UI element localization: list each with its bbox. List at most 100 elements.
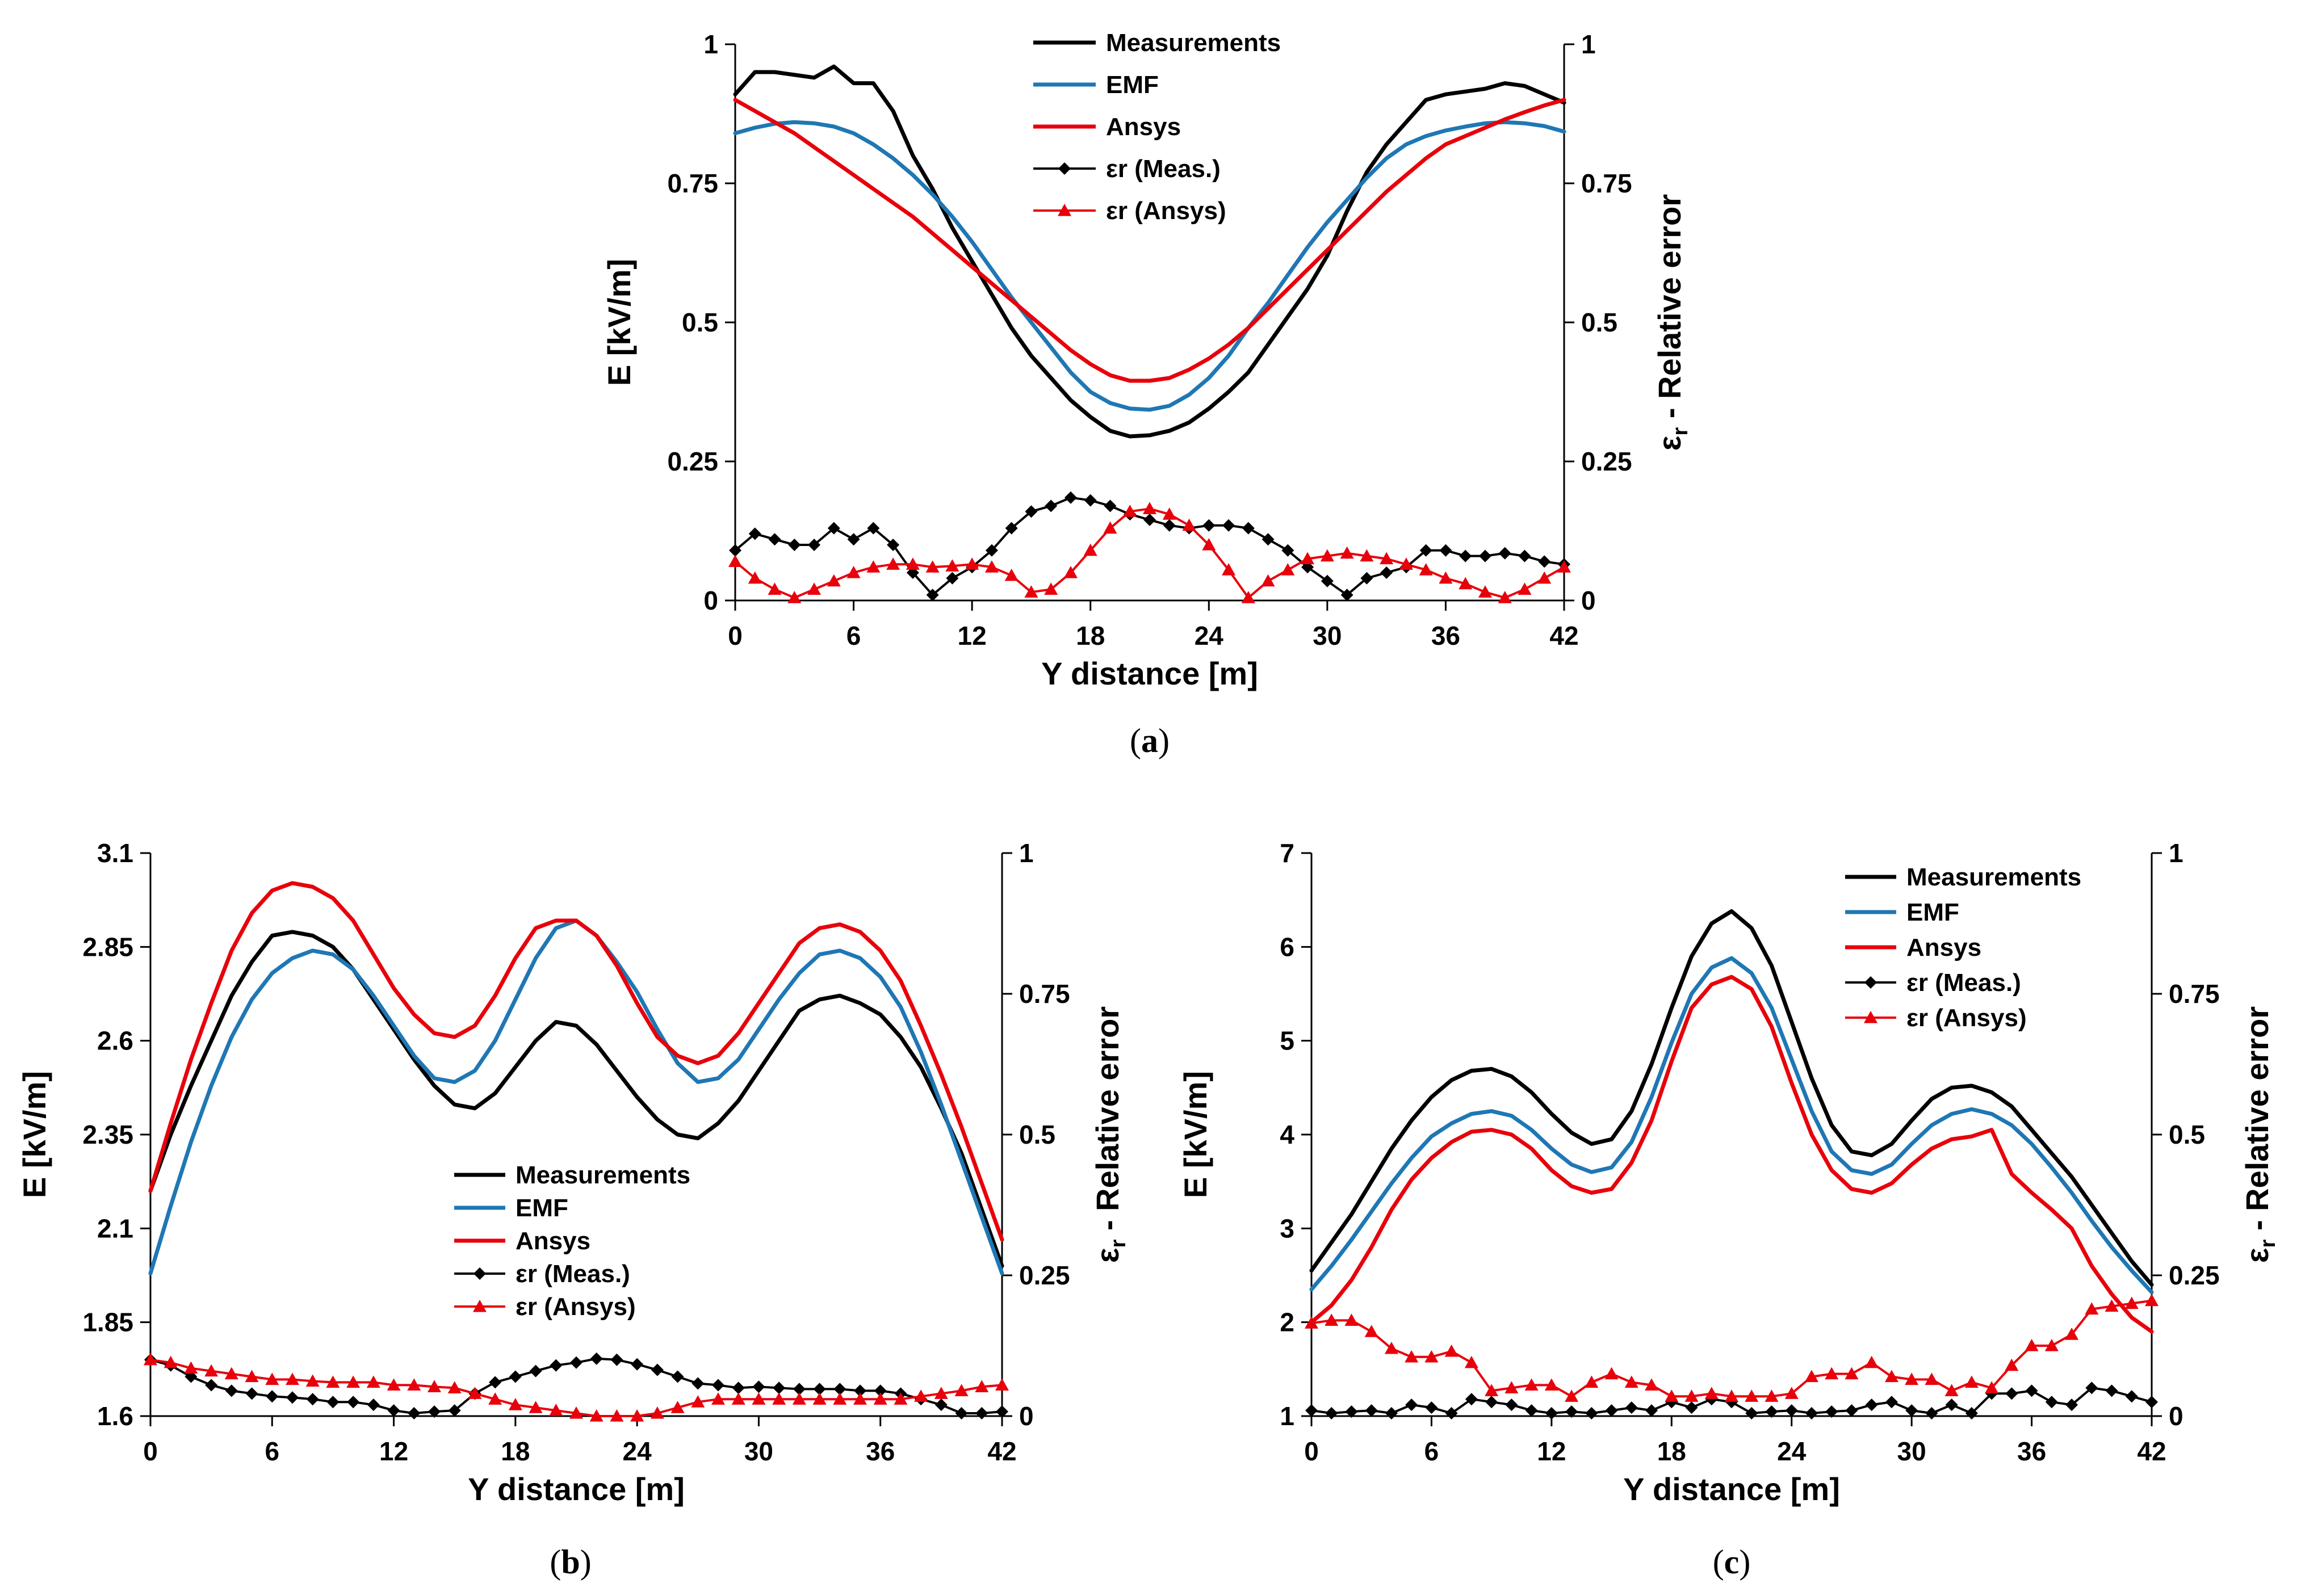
legend-label: εr (Ansys): [516, 1293, 636, 1321]
data-point-ansys: [1439, 571, 1453, 584]
data-point-ansys: [569, 1406, 583, 1419]
panel-caption: (c): [1713, 1543, 1751, 1581]
data-point-ansys: [2005, 1358, 2019, 1371]
data-point-ansys: [772, 1392, 786, 1405]
data-point-ansys: [866, 560, 881, 573]
data-point-meas: [1242, 522, 1255, 535]
x-tick-label: 24: [623, 1437, 652, 1466]
data-point-meas: [773, 1381, 786, 1395]
data-point-ansys: [2065, 1328, 2079, 1340]
data-point-meas: [1345, 1405, 1358, 1418]
data-point-meas: [1084, 494, 1097, 507]
data-point-ansys: [1320, 549, 1334, 562]
data-point-meas: [610, 1353, 623, 1366]
series-line-emf: [733, 120, 1566, 412]
data-point-meas: [1340, 589, 1353, 602]
data-point-meas: [2045, 1396, 2058, 1409]
data-point-ansys: [906, 557, 920, 570]
data-point-ansys: [1281, 563, 1295, 576]
data-point-ansys: [1684, 1389, 1699, 1402]
y-tick-label: 0.25: [667, 447, 718, 476]
data-point-meas: [2025, 1384, 2038, 1397]
data-point-ansys: [428, 1380, 441, 1393]
legend-marker: [1058, 162, 1071, 175]
data-point-ansys: [873, 1392, 887, 1405]
legend-label: εr (Ansys): [1906, 1004, 2027, 1032]
y-tick-label: 6: [1280, 932, 1294, 961]
data-point-meas: [1565, 1405, 1578, 1418]
data-point-ansys: [1784, 1387, 1799, 1399]
data-point-meas: [1478, 549, 1491, 562]
x-tick-label: 36: [866, 1437, 895, 1466]
data-point-meas: [1605, 1404, 1618, 1417]
data-point-ansys: [1364, 1325, 1378, 1337]
data-point-meas: [529, 1364, 542, 1377]
y2-tick-label: 0.75: [1581, 169, 1632, 198]
data-point-meas: [1202, 519, 1216, 532]
data-point-meas: [1765, 1405, 1778, 1418]
data-point-ansys: [965, 557, 979, 570]
data-point-ansys: [984, 560, 999, 573]
x-tick-label: 42: [1549, 621, 1578, 650]
data-point-ansys: [995, 1378, 1009, 1391]
y-tick-label: 1.6: [97, 1401, 133, 1431]
data-point-ansys: [366, 1375, 380, 1388]
data-point-ansys: [954, 1384, 969, 1396]
x-tick-label: 30: [744, 1437, 773, 1466]
y-tick-label: 3: [1280, 1213, 1294, 1243]
legend: Measurements EMF Ansys εr (Meas.) εr (Ansys): [454, 1161, 690, 1321]
data-point-ansys: [1864, 1355, 1879, 1368]
y2-label-rest: - Relative error: [2239, 1006, 2275, 1240]
data-point-meas: [1380, 566, 1393, 579]
data-point-meas: [1045, 499, 1058, 513]
data-point-meas: [1545, 1407, 1558, 1420]
data-point-meas: [1325, 1407, 1338, 1420]
y2-label-rest: - Relative error: [1089, 1006, 1125, 1240]
data-point-ansys: [1845, 1367, 1859, 1380]
data-point-ansys: [691, 1395, 705, 1408]
data-point-ansys: [711, 1392, 725, 1405]
legend-label: Measurements: [516, 1161, 690, 1189]
data-point-ansys: [549, 1404, 563, 1416]
data-point-meas: [550, 1359, 563, 1372]
data-point-ansys: [1123, 505, 1137, 517]
y2-tick-label: 0.75: [1019, 979, 1070, 1009]
data-point-ansys: [1524, 1378, 1539, 1391]
data-point-meas: [833, 1383, 846, 1396]
data-point-ansys: [1518, 582, 1532, 595]
data-point-ansys: [305, 1374, 320, 1387]
data-point-ansys: [1478, 585, 1492, 598]
y2-tick-label: 1: [1019, 838, 1034, 868]
legend-marker: [1058, 204, 1071, 216]
data-point-ansys: [1301, 552, 1315, 565]
data-point-ansys: [752, 1392, 766, 1405]
data-point-ansys: [1004, 568, 1019, 581]
data-point-ansys: [1222, 563, 1236, 576]
data-point-meas: [1585, 1407, 1598, 1420]
data-point-ansys: [1964, 1375, 1979, 1388]
data-point-ansys: [164, 1355, 178, 1368]
legend-label: Ansys: [1106, 113, 1181, 141]
data-point-meas: [867, 522, 880, 535]
data-point-ansys: [1143, 502, 1156, 514]
data-point-ansys: [1325, 1313, 1339, 1326]
data-point-ansys: [768, 582, 782, 595]
data-point-meas: [768, 533, 781, 546]
y-tick-label: 0.5: [682, 308, 718, 337]
caption-open: (: [1713, 1543, 1724, 1581]
data-point-ansys: [265, 1372, 279, 1385]
y-tick-label: 2.85: [82, 932, 133, 961]
data-point-ansys: [224, 1367, 238, 1380]
data-point-ansys: [447, 1381, 462, 1393]
data-point-ansys: [1044, 582, 1058, 595]
series-line-emf: [1309, 956, 2154, 1295]
data-point-ansys: [1340, 546, 1354, 559]
x-tick-label: 36: [1431, 621, 1460, 650]
data-point-meas: [1625, 1401, 1638, 1414]
data-point-ansys: [1419, 563, 1433, 576]
data-point-meas: [2145, 1396, 2158, 1409]
y-tick-label: 0.75: [667, 169, 718, 198]
data-point-meas: [955, 1407, 968, 1420]
data-point-meas: [1025, 505, 1038, 518]
data-point-ansys: [184, 1361, 198, 1374]
